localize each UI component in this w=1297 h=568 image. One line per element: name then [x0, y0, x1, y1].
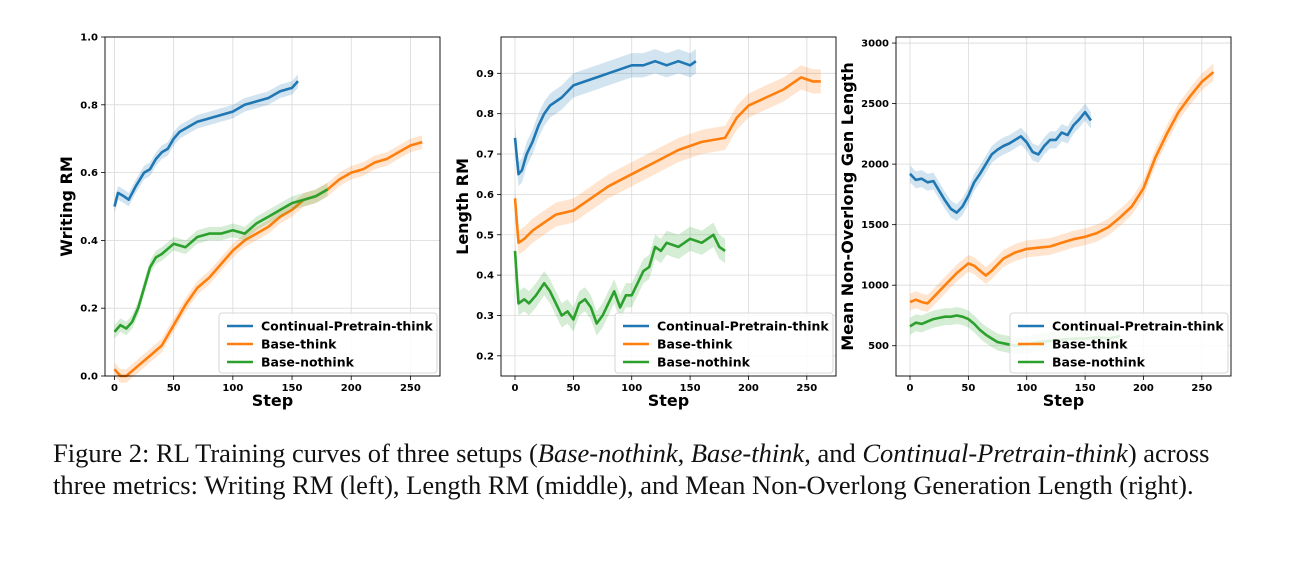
x-tick-label: 250	[1191, 383, 1212, 394]
legend-label-base-nothink: Base-nothink	[1052, 355, 1146, 370]
y-tick-label: 2500	[861, 99, 889, 110]
y-tick-label: 0.2	[80, 304, 98, 315]
series-line-continual-pretrain-think	[113, 80, 299, 207]
y-tick-label: 0.9	[476, 69, 494, 80]
x-tick-label: 250	[400, 383, 421, 394]
legend-label-continual-pretrain-think: Continual-Pretrain-think	[1052, 319, 1224, 334]
band-base-think	[910, 63, 1214, 312]
caption-name-continual-pretrain-think: Continual-Pretrain-think	[862, 438, 1128, 468]
x-tick-label: 200	[738, 383, 759, 394]
x-tick-label: 200	[341, 383, 362, 394]
x-tick-label: 250	[796, 383, 817, 394]
band-continual-pretrain-think	[114, 74, 298, 214]
charts-svg: 0 50 100 150 200 250 0.0 0.2 0.4 0.6 0.8 1.0 Step Wri…	[57, 33, 1232, 410]
x-tick-label: 50	[566, 383, 580, 394]
y-tick-label: 0.8	[476, 109, 494, 120]
x-axis-label: Step	[1043, 391, 1084, 410]
x-tick-label: 0	[512, 383, 519, 394]
chart-1: 0 50 100 150 200 250 0.0 0.2 0.4 0.6 0.8 1.0 Step Wri…	[57, 33, 441, 410]
legend-label-continual-pretrain-think: Continual-Pretrain-think	[261, 319, 433, 334]
legend-label-base-nothink: Base-nothink	[261, 355, 355, 370]
x-tick-label: 150	[1075, 383, 1096, 394]
y-tick-label: 0.6	[476, 190, 494, 201]
caption-prefix: Figure 2: RL Training curves of three se…	[53, 438, 538, 468]
x-tick-label: 50	[961, 383, 975, 394]
plot-frame	[895, 36, 1232, 377]
legend: Continual-Pretrain-think Base-think Base-n…	[218, 312, 438, 374]
y-tick-label: 0.8	[80, 100, 98, 111]
band-base-nothink	[515, 222, 726, 336]
y-tick-label: 2000	[861, 160, 889, 171]
caption-name-base-nothink: Base-nothink	[537, 438, 678, 468]
x-tick-label: 100	[1016, 383, 1037, 394]
y-tick-label: 1.0	[80, 33, 98, 44]
legend-label-base-think: Base-think	[1052, 337, 1128, 352]
caption-suffix: ) across three metrics: Writing RM (left…	[53, 438, 1210, 500]
x-tick-label: 0	[111, 383, 118, 394]
y-tick-label: 0.4	[476, 271, 494, 282]
legend-box	[614, 312, 834, 374]
y-tick-label: 500	[868, 341, 889, 352]
legend-box	[1009, 312, 1229, 374]
y-tick-label: 0.4	[80, 236, 98, 247]
y-tick-label: 1000	[861, 281, 889, 292]
chart-2: 0 50 100 150 200 250 0.2 0.3 0.4 0.5 0.6 0.7 0.8 0.9 S…	[453, 36, 837, 410]
chart-3: 0 50 100 150 200 250 500 1000 1500 2000 2500 3000 St…	[838, 36, 1232, 410]
legend-label-base-think: Base-think	[261, 337, 337, 352]
band-continual-pretrain-think	[515, 49, 696, 187]
legend-label-base-nothink: Base-nothink	[657, 355, 751, 370]
x-tick-label: 200	[1133, 383, 1154, 394]
series-line-base-nothink	[113, 188, 329, 333]
legend: Continual-Pretrain-think Base-think Base-n…	[1009, 312, 1229, 374]
y-tick-label: 0.6	[80, 168, 98, 179]
x-tick-label: 50	[167, 383, 181, 394]
x-tick-label: 150	[282, 383, 303, 394]
legend: Continual-Pretrain-think Base-think Base-n…	[614, 312, 834, 374]
y-tick-label: 0.5	[476, 230, 494, 241]
band-continual-pretrain-think	[910, 103, 1091, 222]
legend-box	[218, 312, 438, 374]
series-line-continual-pretrain-think	[513, 59, 697, 176]
band-base-think	[515, 65, 821, 255]
caption-sep-2: , and	[804, 438, 863, 468]
x-axis-label: Step	[648, 391, 689, 410]
series-line-base-think	[113, 140, 423, 378]
series-line-base-think	[909, 71, 1215, 305]
y-axis-label: Writing RM	[57, 156, 76, 257]
series-line-base-think	[513, 76, 821, 245]
caption-name-base-think: Base-think	[690, 438, 805, 468]
plot-frame	[104, 36, 441, 377]
y-tick-label: 0.3	[476, 311, 494, 322]
legend-label-base-think: Base-think	[657, 337, 733, 352]
legend-label-continual-pretrain-think: Continual-Pretrain-think	[657, 319, 829, 334]
y-tick-label: 3000	[861, 39, 889, 50]
plot-frame	[500, 36, 837, 377]
y-axis-label: Mean Non-Overlong Gen Length	[838, 62, 857, 350]
y-tick-label: 0.0	[80, 372, 98, 383]
figure-caption: Figure 2: RL Training curves of three se…	[53, 437, 1253, 501]
series-line-continual-pretrain-think	[909, 110, 1092, 214]
x-tick-label: 100	[222, 383, 243, 394]
y-tick-label: 1500	[861, 220, 889, 231]
y-tick-label: 0.7	[476, 150, 494, 161]
x-tick-label: 150	[680, 383, 701, 394]
y-axis-label: Length RM	[453, 158, 472, 255]
series-line-base-nothink	[513, 233, 726, 325]
caption-sep-1: ,	[677, 438, 691, 468]
y-tick-label: 0.2	[476, 351, 494, 362]
x-tick-label: 0	[907, 383, 914, 394]
x-tick-label: 100	[621, 383, 642, 394]
x-axis-label: Step	[252, 391, 293, 410]
